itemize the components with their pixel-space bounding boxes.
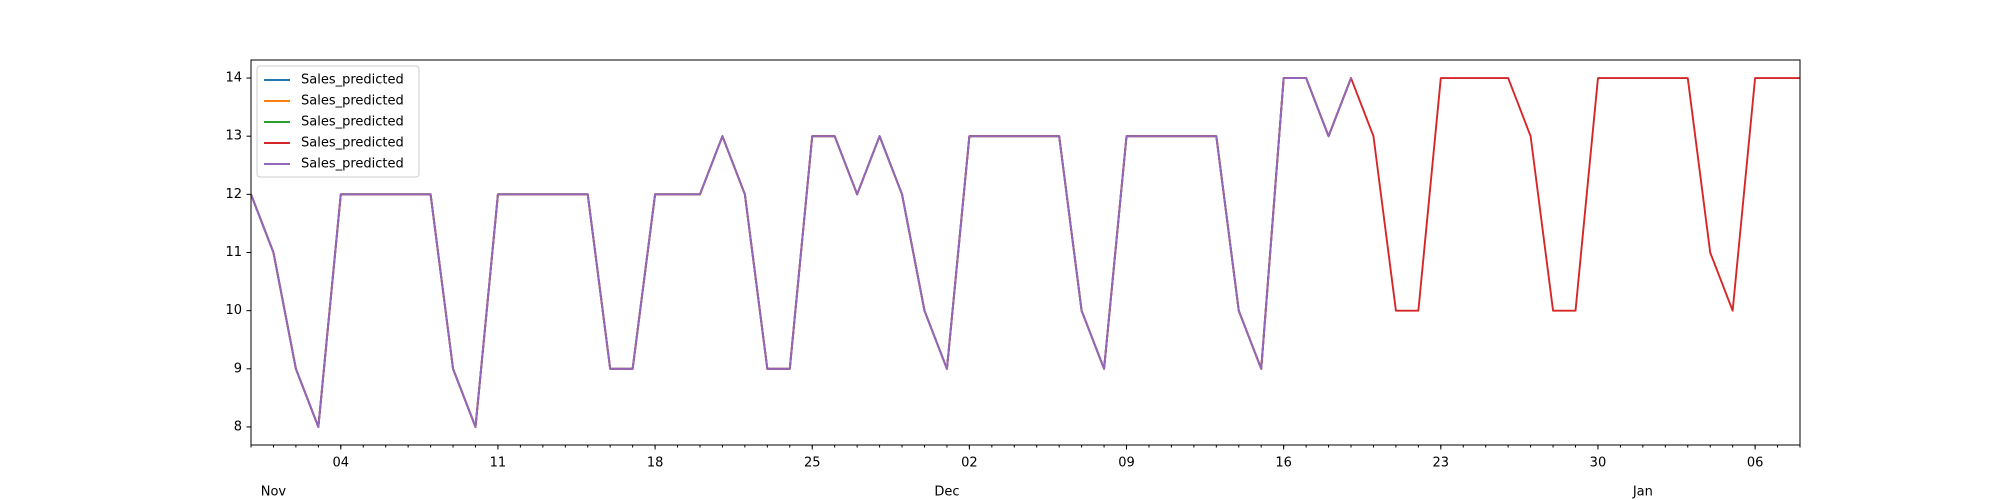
x-tick-label: 23 [1433,456,1450,471]
x-tick-label: 25 [804,456,821,471]
x-tick-label: 02 [961,456,978,471]
legend-label: Sales_predicted [301,157,404,172]
legend-box [256,65,420,178]
y-tick-label: 11 [225,245,242,260]
x-month-label: Nov [261,485,287,500]
x-tick-label: 18 [647,456,664,471]
x-tick-label: 06 [1747,456,1764,471]
series-line [250,77,1800,428]
x-tick-label: 11 [490,456,507,471]
legend-label: Sales_predicted [301,136,404,151]
y-tick-label: 10 [225,303,242,318]
y-tick-label: 14 [225,71,242,86]
y-tick-label: 9 [234,361,242,376]
y-tick-label: 13 [225,129,242,144]
y-tick-label: 12 [225,187,242,202]
legend-label: Sales_predicted [301,73,404,88]
series-line [250,77,1352,428]
legend: Sales_predicted Sales_predicted Sales_pred… [256,65,420,178]
x-month-label: Jan [1632,485,1653,500]
legend-label: Sales_predicted [301,94,404,109]
legend-label: Sales_predicted [301,115,404,130]
x-tick-label: 09 [1118,456,1135,471]
x-month-label: Dec [934,485,959,500]
x-tick-label: 30 [1590,456,1607,471]
plot-frame [250,59,1801,446]
x-tick-label: 16 [1275,456,1292,471]
x-tick-label: 04 [333,456,350,471]
y-tick-label: 8 [234,419,242,434]
